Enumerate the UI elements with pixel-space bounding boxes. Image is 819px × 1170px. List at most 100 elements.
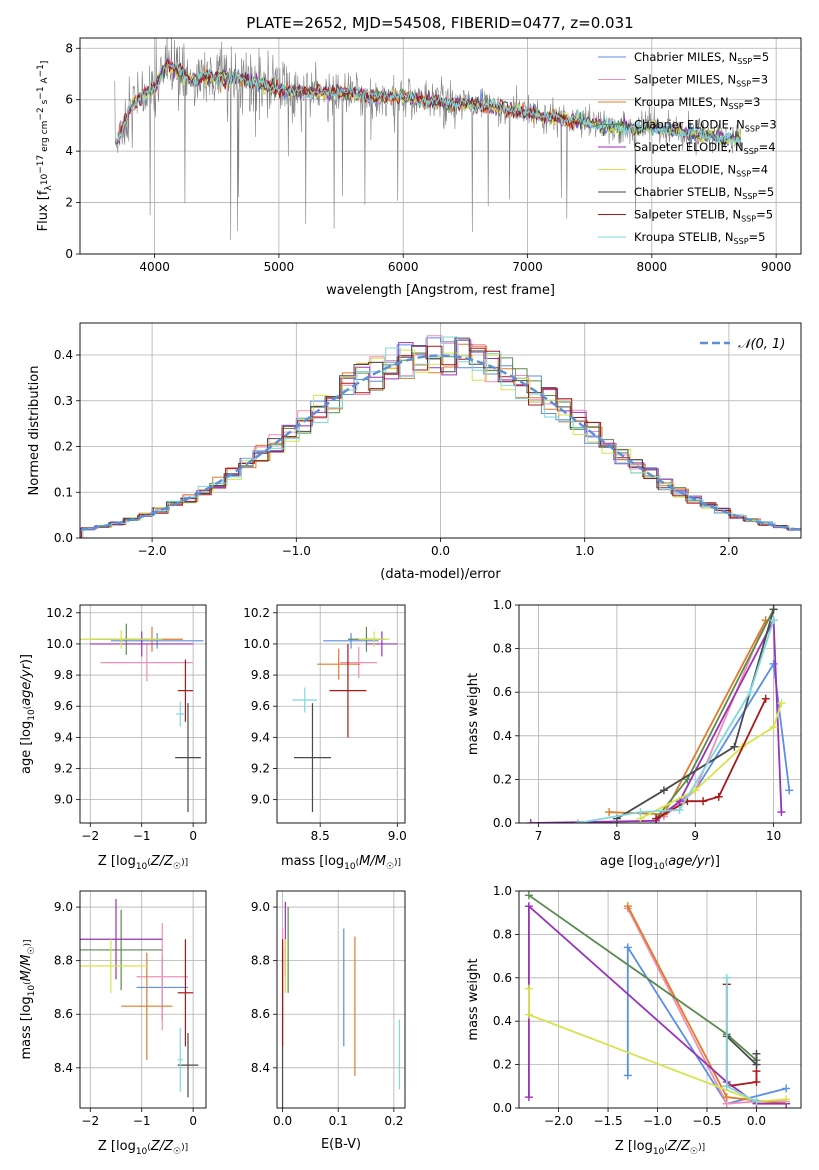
label-part: 10 bbox=[136, 862, 148, 872]
label-part: −17 bbox=[36, 155, 46, 174]
label-part: ☉ bbox=[173, 1147, 181, 1157]
plot-area bbox=[526, 605, 794, 823]
axes-frame bbox=[79, 37, 802, 255]
x-tick-label: 0 bbox=[189, 1114, 197, 1128]
x-tick-label: 0.0 bbox=[273, 1114, 292, 1128]
y-tick-label: 10.0 bbox=[46, 637, 73, 651]
plot-area bbox=[114, 38, 742, 241]
label-part: ☉ bbox=[173, 862, 181, 872]
y-tick-label: 0.2 bbox=[493, 772, 512, 786]
panel-mass-vs-EBV: 0.0 0.1 0.2 8.4 8.6 8.8 9.0 E(B-V) bbox=[251, 890, 406, 1152]
legend-text: Kroupa ELODIE, N bbox=[634, 163, 736, 177]
y-axis-label: age [log10(age/yr)] bbox=[19, 654, 37, 774]
label-part: ( bbox=[664, 1143, 668, 1153]
x-tick-label: 0.0 bbox=[747, 1114, 766, 1128]
x-axis-label: (data-model)/error bbox=[380, 567, 501, 582]
plot-area bbox=[80, 335, 801, 538]
y-tick-label: 6 bbox=[65, 93, 73, 107]
label-part: −1 bbox=[36, 64, 46, 77]
legend-sub: SSP bbox=[736, 170, 751, 179]
residual-histogram-5 bbox=[82, 349, 801, 538]
weight-line-6 bbox=[726, 1035, 758, 1067]
residual-histogram-1 bbox=[80, 335, 801, 538]
y-axis-label: mass weight bbox=[466, 673, 481, 755]
x-tick-label: 5000 bbox=[264, 260, 295, 274]
y-tick-label: 0.3 bbox=[54, 394, 73, 408]
x-axis-label: Z [log10(Z/Z☉)] bbox=[98, 854, 188, 872]
label-part: s bbox=[40, 99, 50, 107]
y-tick-label: 0.2 bbox=[493, 1058, 512, 1072]
residual-histogram-2 bbox=[82, 343, 801, 538]
label-part: Z/Z bbox=[667, 1139, 691, 1154]
weight-line-5 bbox=[528, 988, 787, 1103]
legend-sub: SSP bbox=[729, 102, 744, 111]
x-tick-label: −0.5 bbox=[692, 1114, 721, 1128]
label-part: ( bbox=[23, 981, 33, 985]
label-part: age/yr bbox=[19, 662, 34, 705]
y-tick-label: 0.0 bbox=[54, 531, 73, 545]
legend-label-0: Chabrier MILES, NSSP=5 bbox=[634, 50, 769, 66]
label-part: Z/Z bbox=[150, 854, 174, 869]
axes-frame bbox=[79, 890, 207, 1109]
y-tick-label: 8.8 bbox=[251, 954, 270, 968]
y-tick-label: 0.8 bbox=[493, 927, 512, 941]
label-part: erg cm bbox=[40, 121, 50, 155]
label-part: )] bbox=[23, 939, 33, 946]
weight-line-7 bbox=[725, 984, 758, 1088]
x-tick-label: 0 bbox=[189, 829, 197, 843]
legend-label-1: Salpeter MILES, NSSP=3 bbox=[634, 73, 768, 89]
residual-histogram-4 bbox=[80, 339, 801, 538]
x-tick-label: −2.0 bbox=[138, 544, 167, 558]
x-tick-label: 7 bbox=[535, 829, 543, 843]
y-tick-label: 8.6 bbox=[54, 1007, 73, 1021]
axes-frame bbox=[79, 322, 802, 539]
label-part: mass [log bbox=[19, 996, 34, 1059]
label-part: 10 bbox=[653, 1147, 665, 1157]
label-part: )] bbox=[181, 1143, 188, 1153]
weight-line-4 bbox=[530, 616, 783, 823]
axes-frame bbox=[518, 890, 802, 1109]
label-part: M/M bbox=[19, 955, 34, 982]
label-part: )] bbox=[698, 1143, 705, 1153]
x-axis-label: Z [log10(Z/Z☉)] bbox=[615, 1139, 705, 1157]
legend-sub: SSP bbox=[744, 147, 759, 156]
panel-residuals: −2.0 −1.0 0.0 1.0 2.0 0.0 0.1 0.2 0.3 0.4 (data-mo… bbox=[27, 322, 802, 582]
plot-area bbox=[281, 901, 401, 1108]
legend-text: Salpeter STELIB, N bbox=[634, 208, 741, 222]
y-tick-label: 0 bbox=[65, 247, 73, 261]
y-tick-label: 0.2 bbox=[54, 440, 73, 454]
panel-age-vs-Z: −2 −1 09.09.29.49.69.810.010.2Z [log10(Z/Z… bbox=[19, 604, 207, 872]
legend-label-7: Salpeter STELIB, NSSP=5 bbox=[634, 208, 773, 224]
legend-suffix: =5 bbox=[757, 185, 774, 199]
label-part: −2 bbox=[36, 107, 46, 120]
y-tick-label: 10.0 bbox=[243, 637, 270, 651]
y-tick-label: 8.6 bbox=[251, 1007, 270, 1021]
legend-sub: SSP bbox=[737, 57, 752, 66]
y-tick-label: 9.2 bbox=[251, 762, 270, 776]
x-tick-label: −1 bbox=[133, 1114, 151, 1128]
axes-frame bbox=[518, 604, 802, 824]
y-tick-label: 0.6 bbox=[493, 685, 512, 699]
legend-label-8: Kroupa STELIB, NSSP=5 bbox=[634, 230, 765, 246]
label-part: Z [log bbox=[98, 1139, 136, 1154]
legend-text: Chabrier STELIB, N bbox=[634, 185, 742, 199]
legend-sub: SSP bbox=[741, 215, 756, 224]
figure-title: PLATE=2652, MJD=54508, FIBERID=0477, z=0… bbox=[246, 14, 633, 32]
y-tick-label: 10.2 bbox=[46, 606, 73, 620]
legend-suffix: =5 bbox=[752, 50, 769, 64]
label-part: )] bbox=[710, 854, 720, 869]
y-axis-label: Flux [fλ10−17 erg cm−2 s−1 A−1] bbox=[36, 61, 54, 232]
label-part: 10 bbox=[27, 985, 37, 997]
x-tick-label: −1.0 bbox=[282, 544, 311, 558]
label-part: −1 bbox=[36, 86, 46, 99]
x-tick-label: 9.0 bbox=[388, 829, 407, 843]
label-part: ☉ bbox=[386, 862, 394, 872]
legend-suffix: =4 bbox=[759, 140, 776, 154]
legend-suffix: =3 bbox=[760, 118, 777, 132]
panel-massweight-vs-Z: −2.0 −1.5 −1.0 −0.5 0.0 0.0 0.2 0.4 0.6 0.8 1.0 Z [… bbox=[466, 884, 802, 1157]
y-tick-label: 0.4 bbox=[493, 729, 512, 743]
label-part: Z/Z bbox=[150, 1139, 174, 1154]
legend-sub: SSP bbox=[742, 192, 757, 201]
legend-suffix: =3 bbox=[744, 95, 761, 109]
